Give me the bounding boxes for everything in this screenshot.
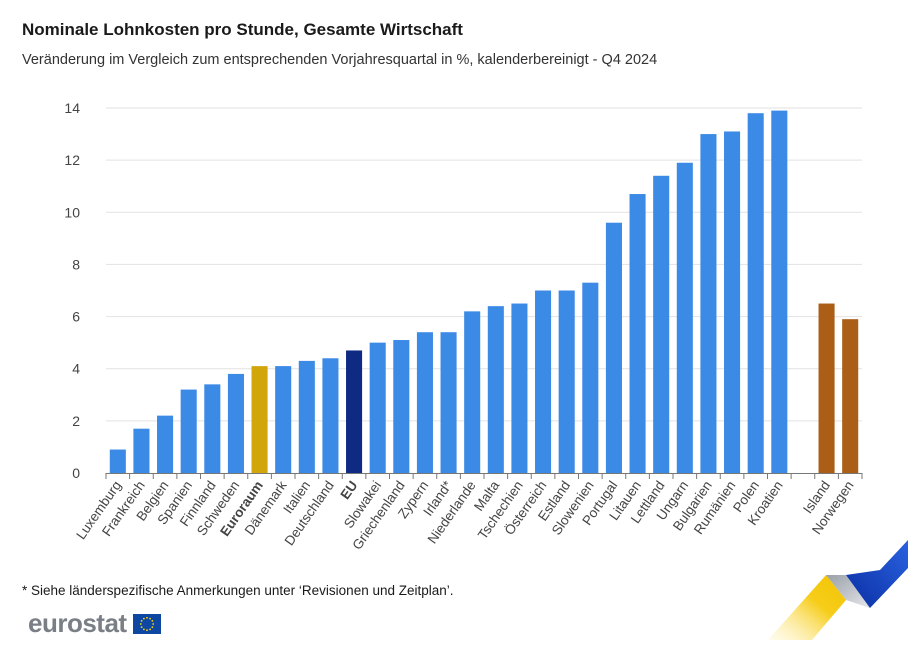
flag-star bbox=[140, 625, 143, 628]
bar-25[interactable] bbox=[700, 134, 717, 474]
bar-14[interactable] bbox=[440, 332, 457, 473]
flag-star bbox=[151, 625, 153, 628]
bar-17[interactable] bbox=[511, 303, 528, 473]
bars bbox=[109, 110, 859, 474]
bar-13[interactable] bbox=[416, 332, 433, 473]
logo-text: eurostat bbox=[28, 608, 127, 638]
chart-subtitle: Veränderung im Vergleich zum entsprechen… bbox=[22, 52, 658, 68]
bar-7[interactable] bbox=[275, 366, 292, 473]
chart-title: Nominale Lohnkosten pro Stunde, Gesamte … bbox=[22, 20, 463, 39]
bar-9[interactable] bbox=[322, 358, 339, 473]
bar-31[interactable] bbox=[842, 319, 859, 473]
bar-4[interactable] bbox=[204, 384, 221, 473]
y-tick-label: 10 bbox=[64, 204, 80, 220]
bar-23[interactable] bbox=[653, 175, 670, 474]
bar-8[interactable] bbox=[298, 360, 315, 473]
footnote: * Siehe länderspezifische Anmerkungen un… bbox=[22, 583, 454, 598]
bar-21[interactable] bbox=[605, 222, 622, 473]
bar-28[interactable] bbox=[771, 110, 788, 473]
flag-star bbox=[145, 616, 148, 619]
flag-star bbox=[148, 617, 151, 620]
x-axis bbox=[105, 473, 863, 479]
y-tick-label: 12 bbox=[64, 152, 80, 168]
bar-11[interactable] bbox=[369, 342, 386, 473]
bar-18[interactable] bbox=[535, 290, 552, 474]
y-tick-label: 8 bbox=[72, 256, 80, 272]
y-tick-label: 6 bbox=[72, 309, 80, 325]
flag-star bbox=[148, 627, 151, 630]
flag-star bbox=[151, 619, 153, 622]
bar-10[interactable] bbox=[346, 350, 363, 473]
eu-flag-icon bbox=[132, 613, 161, 634]
bar-3[interactable] bbox=[180, 389, 197, 473]
bar-16[interactable] bbox=[487, 306, 504, 473]
bar-12[interactable] bbox=[393, 340, 410, 473]
bar-26[interactable] bbox=[724, 131, 741, 473]
bar-1[interactable] bbox=[133, 428, 150, 473]
bar-5[interactable] bbox=[227, 373, 244, 473]
y-tick-label: 4 bbox=[72, 361, 80, 377]
eurostat-logo: eurostat bbox=[28, 608, 161, 639]
flag-star bbox=[139, 622, 142, 625]
flag-star bbox=[142, 617, 145, 620]
bar-20[interactable] bbox=[582, 282, 599, 473]
y-tick-label: 14 bbox=[64, 100, 80, 116]
bar-30[interactable] bbox=[818, 303, 835, 473]
y-tick-label: 0 bbox=[72, 465, 80, 481]
bar-6[interactable] bbox=[251, 366, 268, 473]
flag-star bbox=[142, 627, 145, 630]
bar-0[interactable] bbox=[109, 449, 126, 473]
bar-22[interactable] bbox=[629, 194, 646, 474]
flag-star bbox=[140, 619, 143, 622]
bar-15[interactable] bbox=[464, 311, 481, 473]
bar-19[interactable] bbox=[558, 290, 575, 474]
flag-star bbox=[151, 622, 154, 625]
bar-2[interactable] bbox=[157, 415, 174, 473]
bar-27[interactable] bbox=[747, 113, 764, 473]
y-axis-tick-labels: 0 2 4 6 8 10 12 14 bbox=[64, 100, 80, 481]
y-tick-label: 2 bbox=[72, 413, 80, 429]
bar-24[interactable] bbox=[676, 162, 693, 473]
flag-star bbox=[145, 628, 148, 631]
